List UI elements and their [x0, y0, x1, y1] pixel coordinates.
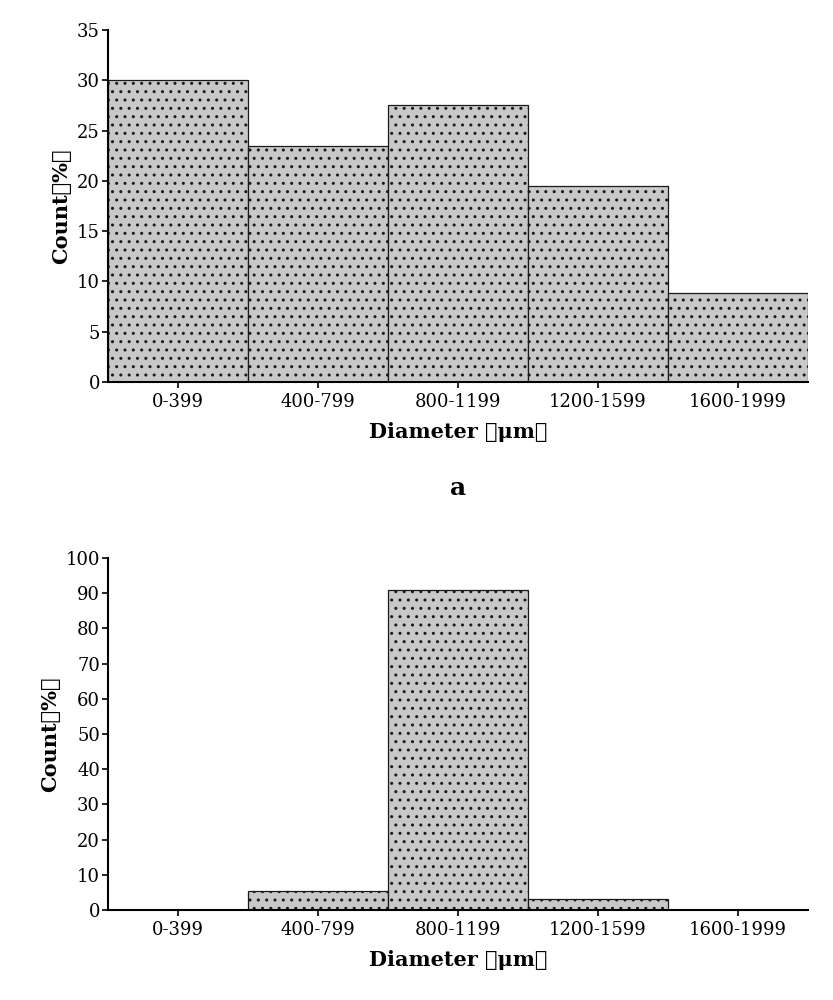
Y-axis label: Count（%）: Count（%） [52, 148, 72, 264]
Bar [248, 891, 388, 910]
X-axis label: Diameter （μm）: Diameter （μm） [369, 422, 547, 442]
Text: a: a [450, 476, 466, 500]
Bar [388, 590, 528, 910]
Bar [528, 899, 668, 910]
Bar [668, 293, 808, 382]
Bar [528, 186, 668, 382]
X-axis label: Diameter （μm）: Diameter （μm） [369, 950, 547, 970]
Bar [248, 146, 388, 382]
Y-axis label: Count（%）: Count（%） [40, 676, 60, 792]
Bar [388, 105, 528, 382]
Bar [108, 80, 248, 382]
